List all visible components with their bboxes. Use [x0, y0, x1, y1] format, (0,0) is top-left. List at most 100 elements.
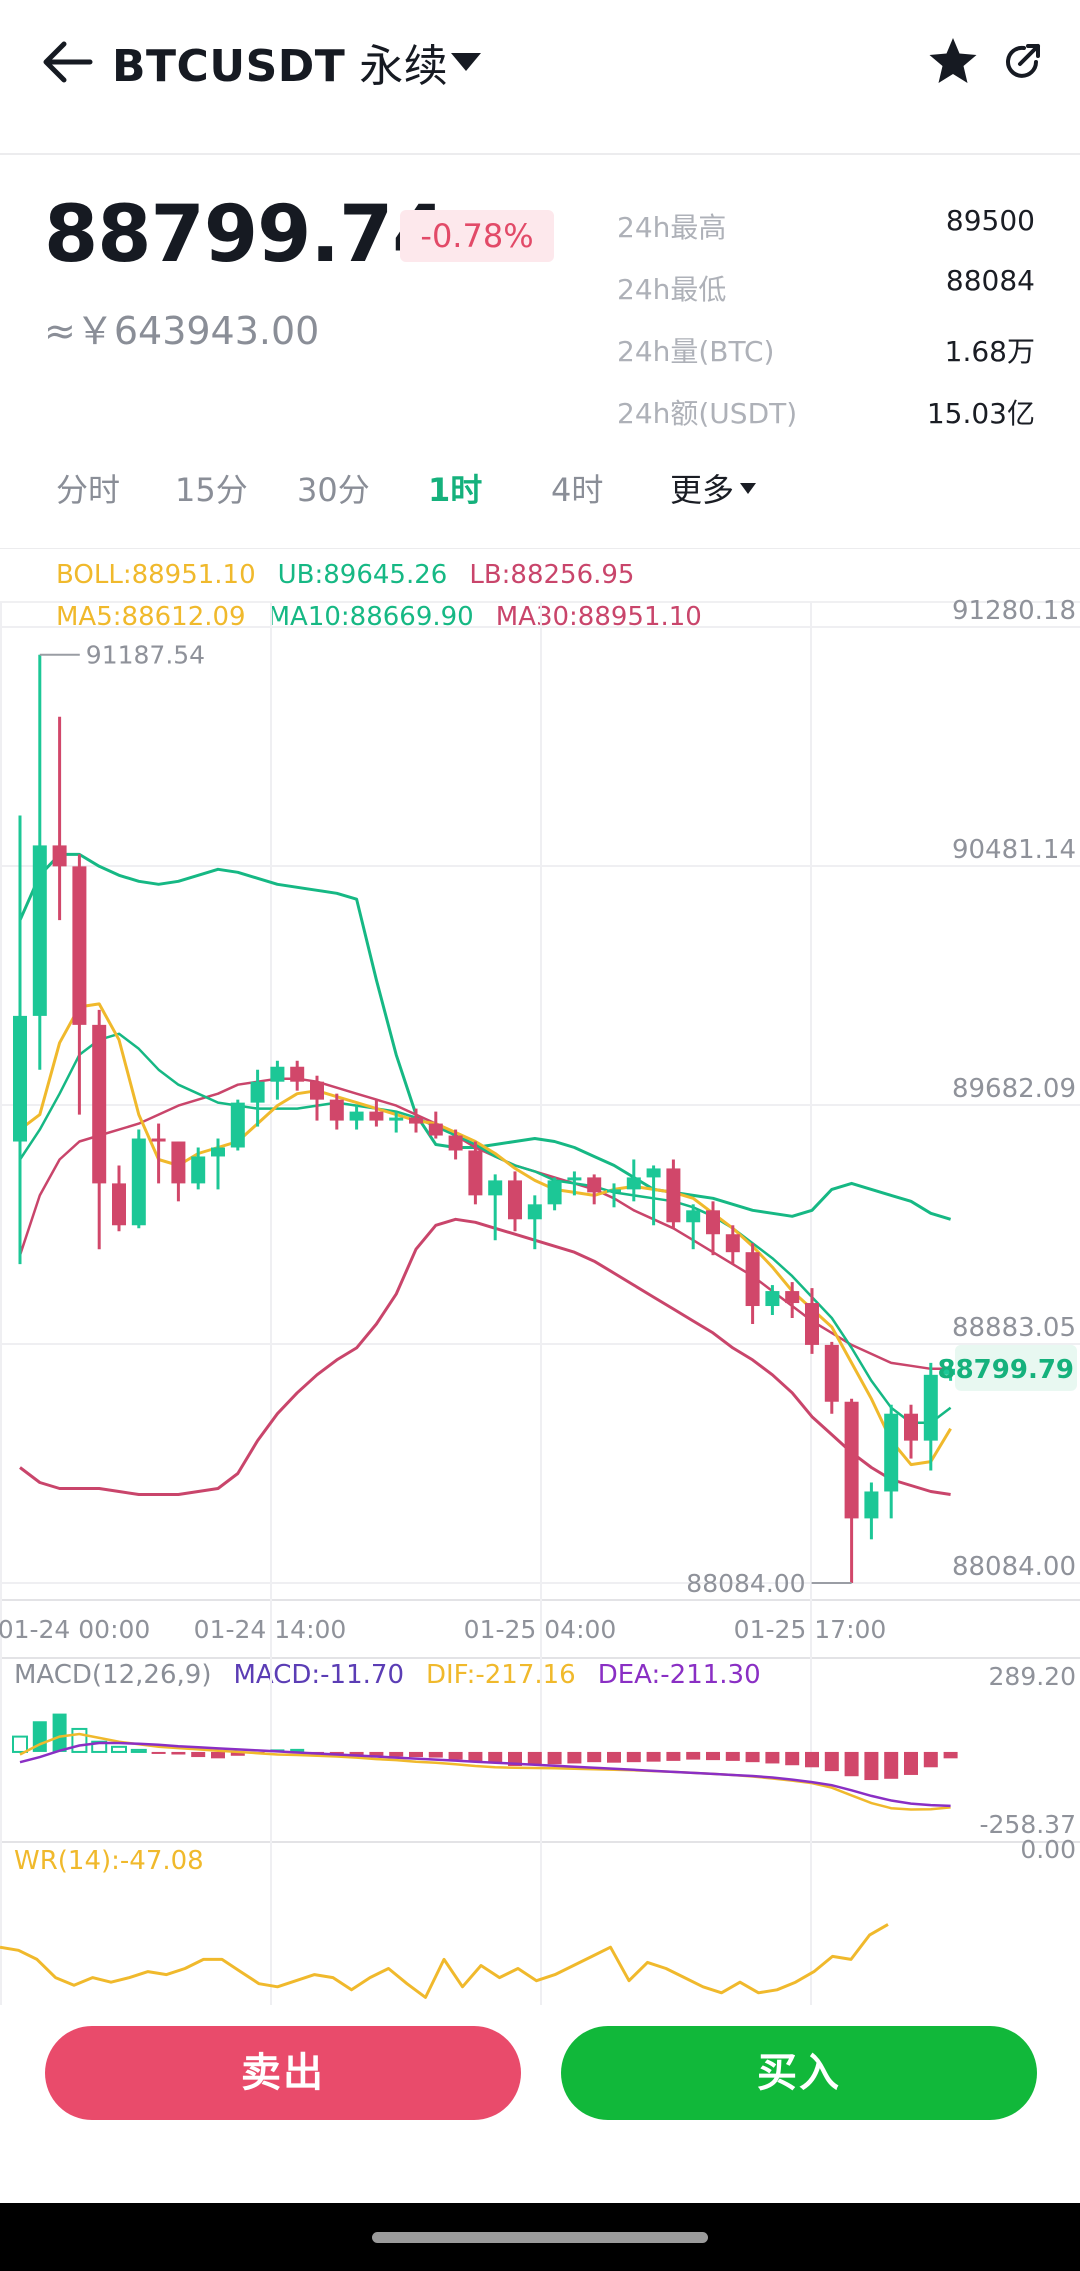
macd-histogram-bar [805, 1751, 819, 1768]
candle-body [567, 1177, 582, 1181]
candle-body [52, 845, 67, 867]
candle-body [310, 1081, 324, 1100]
candle-body [191, 1156, 206, 1184]
macd-histogram-bar [12, 1735, 28, 1753]
macd-histogram-bar [765, 1751, 780, 1764]
macd-histogram-bar [448, 1751, 463, 1760]
wr-line [0, 1923, 889, 1999]
stat-turnover-value: 15.03亿 [926, 397, 1035, 430]
macd-ymax-label: 289.20 [989, 1662, 1076, 1691]
stat-high-label: 24h最高 [617, 211, 727, 244]
macd-histogram-bar [567, 1751, 582, 1764]
boll-value: BOLL:88951.10 [56, 560, 256, 590]
macd-histogram-bar [290, 1748, 305, 1752]
macd-histogram-bar [824, 1751, 839, 1772]
macd-histogram-bar [607, 1751, 621, 1763]
symbol-name: BTCUSDT [112, 41, 346, 92]
kline-chart[interactable]: 91280.18 90481.14 89682.09 88883.05 88084.00… [0, 548, 1080, 2005]
candle-body [270, 1066, 285, 1082]
candle-body [171, 1141, 186, 1184]
cny-price: ≈￥643943.00 [44, 309, 320, 353]
candle-body [587, 1177, 602, 1193]
star-icon[interactable] [926, 36, 980, 86]
tab-4h[interactable]: 4时 [551, 471, 604, 509]
lb-value: LB:88256.95 [469, 560, 635, 590]
tab-more[interactable]: 更多 [670, 465, 757, 511]
macd-histogram-bar [745, 1751, 760, 1763]
buy-button[interactable]: 买入 [561, 2026, 1037, 2120]
candle-body [864, 1491, 879, 1519]
tab-time-share[interactable]: 分时 [56, 471, 121, 509]
macd-histogram-bar [428, 1751, 443, 1758]
macd-histogram-bar [349, 1751, 364, 1756]
candle-body [151, 1138, 166, 1142]
candle-body [369, 1111, 384, 1121]
candle-body [527, 1204, 542, 1220]
candle-body [607, 1189, 621, 1193]
ma10-line [18, 1032, 952, 1424]
tab-15m[interactable]: 15分 [175, 471, 248, 509]
candle-body [389, 1117, 404, 1121]
macd-histogram-bar [130, 1748, 147, 1753]
macd-histogram-bar [646, 1751, 661, 1762]
symbol-title[interactable]: BTCUSDT 永续 [112, 30, 448, 94]
macd-histogram-bar [547, 1751, 562, 1765]
candle-body [765, 1291, 780, 1307]
macd-histogram-bar [409, 1751, 423, 1758]
macd-histogram-bar [785, 1751, 800, 1766]
candle-body [448, 1135, 463, 1151]
candle-body [923, 1374, 938, 1441]
wr-legend: WR(14):-47.08 [14, 1846, 226, 1876]
y-tick-label: 89682.09 [952, 1074, 1076, 1104]
caret-down-icon[interactable] [448, 50, 484, 74]
candle-body [409, 1117, 423, 1124]
macd-histogram-bar [52, 1713, 67, 1752]
y-tick-label: 88084.00 [952, 1552, 1076, 1582]
candle-body [904, 1413, 918, 1441]
macd-histogram-bar [864, 1751, 879, 1781]
chart-area[interactable]: BOLL:88951.10 UB:89645.26 LB:88256.95 MA5:… [0, 548, 1080, 2005]
candle-body [666, 1168, 681, 1223]
interval-tabs: 分时 15分 30分 1时 4时 更多 [0, 465, 1080, 535]
stat-volume-value: 1.68万 [944, 335, 1035, 368]
stat-low-value: 88084 [945, 264, 1035, 297]
macd-histogram-bar [686, 1751, 701, 1760]
macd-histogram-bar [91, 1740, 108, 1753]
change-badge: -0.78% [400, 210, 554, 262]
macd-histogram-bar [706, 1751, 720, 1761]
sell-button[interactable]: 卖出 [45, 2026, 521, 2120]
macd-histogram-bar [884, 1751, 899, 1779]
high-marker-label: 91187.54 [86, 641, 205, 670]
low-marker-label: 88084.00 [686, 1569, 805, 1598]
macd-histogram-bar [71, 1727, 88, 1753]
candle-body [805, 1303, 819, 1345]
candle-body [32, 845, 47, 1016]
candle-body [488, 1180, 503, 1196]
candle-body [725, 1234, 740, 1253]
tab-1h[interactable]: 1时 [428, 471, 483, 509]
candle-body [626, 1177, 641, 1190]
share-icon[interactable] [1000, 40, 1044, 84]
candle-body [547, 1180, 562, 1205]
tab-30m[interactable]: 30分 [297, 471, 370, 509]
wr-ymax-label: 0.00 [1020, 1835, 1076, 1864]
dea-line [19, 1741, 951, 1808]
macd-histogram-bar [171, 1751, 186, 1755]
arrow-left-icon[interactable] [40, 38, 94, 86]
candle-body [686, 1210, 701, 1223]
macd-legend: MACD(12,26,9) MACD:-11.70 DIF:-217.16 DEA:-… [14, 1660, 783, 1690]
macd-histogram-bar [111, 1745, 127, 1753]
candle-body [250, 1081, 265, 1103]
stat-turnover-label: 24h额(USDT) [617, 397, 798, 430]
candle-body [785, 1291, 800, 1304]
y-tick-label: 90481.14 [952, 835, 1076, 865]
macd-histogram-bar [626, 1751, 641, 1763]
macd-histogram-bar [844, 1751, 859, 1777]
system-nav-bar [0, 2203, 1080, 2271]
macd-value: MACD:-11.70 [233, 1660, 404, 1690]
candle-body [508, 1180, 522, 1220]
x-tick-label: 01-25 04:00 [464, 1615, 617, 1644]
candle-body [745, 1252, 760, 1307]
home-indicator[interactable] [372, 2232, 708, 2243]
candle-body [112, 1183, 126, 1226]
